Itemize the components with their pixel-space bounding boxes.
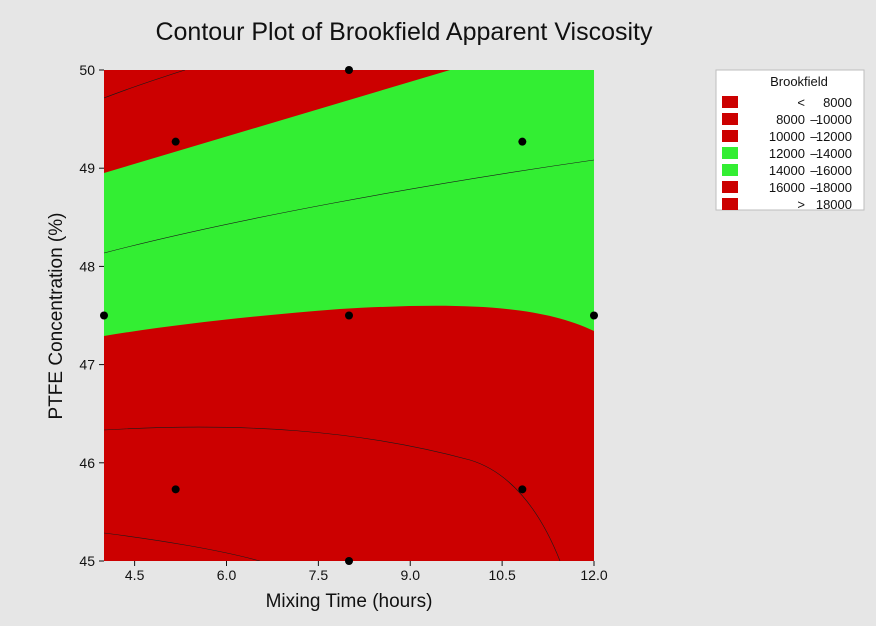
- design-point: [171, 137, 180, 146]
- legend-high-label: 10000: [816, 112, 852, 127]
- y-axis-title: PTFE Concentration (%): [46, 213, 67, 420]
- y-tick-label: 45: [79, 553, 95, 569]
- x-tick-label: 10.5: [489, 567, 516, 583]
- legend-low-label: 8000: [776, 112, 805, 127]
- x-axis-title: Mixing Time (hours): [266, 591, 433, 612]
- region-green-band: [104, 70, 594, 336]
- legend-low-label: 14000: [769, 163, 805, 178]
- y-tick-label: 50: [79, 62, 95, 78]
- legend-high-label: 8000: [823, 95, 852, 110]
- legend-dash: –: [810, 112, 818, 127]
- legend-box: [715, 69, 865, 211]
- x-tick-label: 4.5: [125, 567, 145, 583]
- legend-swatch: [722, 130, 738, 142]
- x-tick-label: 7.5: [309, 567, 329, 583]
- legend-swatch: [722, 164, 738, 176]
- contour-line-bottom-left: [104, 532, 261, 561]
- legend-low-label: 10000: [769, 129, 805, 144]
- design-point: [345, 66, 353, 74]
- legend-high-label: 16000: [816, 163, 852, 178]
- contour-line-lower: [104, 426, 561, 561]
- chart-title: Contour Plot of Brookfield Apparent Visc…: [155, 18, 653, 46]
- legend-high-label: 18000: [816, 197, 852, 212]
- legend-high-label: 12000: [816, 129, 852, 144]
- y-tick-label: 46: [79, 455, 95, 471]
- design-point: [518, 137, 527, 146]
- y-tick-label: 49: [79, 160, 95, 176]
- design-point: [590, 311, 598, 320]
- legend-high-label: 14000: [816, 146, 852, 161]
- legend-swatch: [722, 96, 738, 108]
- contour-line-upper-left: [104, 70, 186, 99]
- plot-area: [104, 70, 594, 561]
- x-tick-label: 6.0: [217, 567, 237, 583]
- design-point: [518, 485, 527, 494]
- design-point: [171, 485, 180, 494]
- legend-dash: –: [810, 163, 818, 178]
- legend-dash: –: [810, 180, 818, 195]
- design-point: [345, 557, 353, 565]
- x-axis-ticks: 4.5 6.0 7.5 9.0 10.5 12.0: [125, 561, 608, 583]
- legend-high-label: 18000: [816, 180, 852, 195]
- x-tick-label: 12.0: [580, 567, 607, 583]
- contour-line-green: [104, 159, 594, 254]
- legend-dash: –: [810, 146, 818, 161]
- legend-swatch: [722, 181, 738, 193]
- legend-swatch: [722, 147, 738, 159]
- legend-swatch: [722, 113, 738, 125]
- y-axis-ticks: 45 46 47 48 49 50: [79, 62, 104, 569]
- y-tick-label: 48: [79, 258, 95, 274]
- legend-low-label: 12000: [769, 146, 805, 161]
- legend-low-label: <: [797, 95, 805, 110]
- legend-title: Brookfield: [770, 74, 828, 89]
- legend-dash: –: [810, 129, 818, 144]
- legend-swatch: [722, 198, 738, 210]
- design-points: [100, 66, 598, 565]
- y-tick-label: 47: [79, 357, 95, 373]
- legend-low-label: >: [797, 197, 805, 212]
- design-point: [100, 311, 108, 320]
- x-tick-label: 9.0: [401, 567, 421, 583]
- design-point: [345, 311, 353, 320]
- legend-low-label: 16000: [769, 180, 805, 195]
